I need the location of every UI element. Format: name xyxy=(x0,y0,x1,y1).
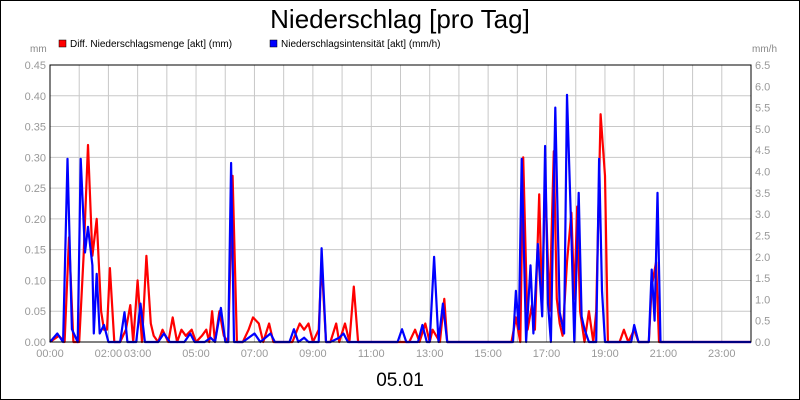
left-tick-label: 0.05 xyxy=(25,306,46,318)
right-tick-label: 2.5 xyxy=(755,230,770,242)
x-axis-date-label: 05.01 xyxy=(376,370,424,391)
right-tick-label: 4.5 xyxy=(755,145,770,157)
right-axis-ticks: 0.0 0.5 1.0 1.5 2.0 2.5 3.0 3.5 4.0 4.5 5.0 5.5 6.0 6… xyxy=(755,60,770,349)
legend-label-intensitaet: Niederschlagsintensität [akt] (mm/h) xyxy=(281,39,441,50)
x-tick-label: 05:00 xyxy=(182,348,210,360)
grid xyxy=(50,65,751,342)
left-tick-label: 0.15 xyxy=(25,245,46,257)
plot-border xyxy=(49,64,752,343)
left-tick-label: 0.00 xyxy=(25,337,46,349)
x-tick-label: 02:00 xyxy=(95,348,123,360)
x-tick-label: 07:00 xyxy=(241,348,269,360)
legend: Diff. Niederschlagsmenge [akt] (mm) Nied… xyxy=(58,39,441,50)
right-tick-label: 1.0 xyxy=(755,294,770,306)
right-axis-unit: mm/h xyxy=(752,44,777,55)
chart-title: Niederschlag [pro Tag] xyxy=(270,4,530,34)
x-tick-label: 19:00 xyxy=(591,348,619,360)
legend-swatch-menge xyxy=(58,39,67,48)
left-tick-label: 0.35 xyxy=(25,122,46,134)
x-tick-label: 23:00 xyxy=(708,348,736,360)
left-tick-label: 0.30 xyxy=(25,152,46,164)
right-tick-label: 4.0 xyxy=(755,167,770,179)
left-tick-label: 0.25 xyxy=(25,183,46,195)
left-tick-label: 0.45 xyxy=(25,60,46,72)
x-tick-label: 03:00 xyxy=(124,348,152,360)
right-tick-label: 3.0 xyxy=(755,209,770,221)
right-tick-label: 1.5 xyxy=(755,273,770,285)
left-axis-unit: mm xyxy=(30,44,47,55)
right-tick-label: 0.5 xyxy=(755,316,770,328)
x-tick-label: 15:00 xyxy=(474,348,502,360)
x-tick-label: 13:00 xyxy=(416,348,444,360)
left-tick-label: 0.40 xyxy=(25,91,46,103)
legend-label-menge: Diff. Niederschlagsmenge [akt] (mm) xyxy=(70,39,232,50)
right-tick-label: 5.0 xyxy=(755,124,770,136)
right-tick-label: 5.5 xyxy=(755,103,770,115)
x-tick-label: 00:00 xyxy=(36,348,64,360)
right-tick-label: 2.0 xyxy=(755,252,770,264)
left-axis-ticks: 0.00 0.05 0.10 0.15 0.20 0.25 0.30 0.35 0.40 0.45 xyxy=(25,60,46,349)
right-tick-label: 6.5 xyxy=(755,60,770,72)
x-tick-label: 21:00 xyxy=(650,348,678,360)
legend-swatch-intensitaet xyxy=(269,39,278,48)
right-tick-label: 3.5 xyxy=(755,188,770,200)
right-tick-label: 6.0 xyxy=(755,81,770,93)
x-tick-label: 11:00 xyxy=(358,348,385,360)
x-tick-label: 09:00 xyxy=(299,348,327,360)
left-tick-label: 0.10 xyxy=(25,275,46,287)
right-tick-label: 0.0 xyxy=(755,337,770,349)
x-axis-ticks: 00:00 02:00 03:00 05:00 07:00 09:00 11:00 13:00… xyxy=(36,348,735,360)
x-tick-label: 17:00 xyxy=(533,348,561,360)
left-tick-label: 0.20 xyxy=(25,214,46,226)
